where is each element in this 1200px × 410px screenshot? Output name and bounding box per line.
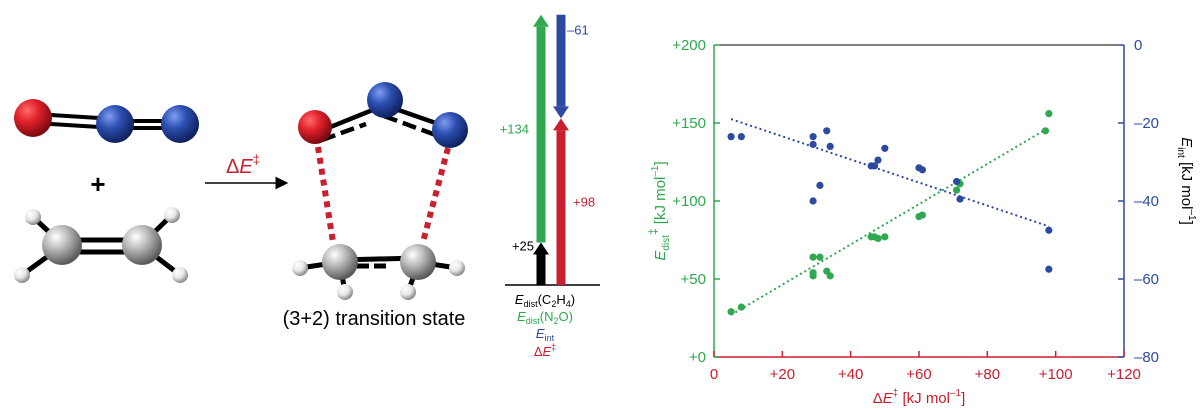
- reaction-arrow: ΔE‡: [205, 152, 289, 190]
- y-left-tick-label: +150: [672, 115, 706, 132]
- hydrogen-atom: [172, 267, 188, 283]
- x-tick-label: +40: [838, 366, 863, 383]
- oxygen-atom: [298, 110, 332, 144]
- hydrogen-atom: [400, 284, 416, 300]
- y-left-tick-label: +200: [672, 37, 706, 54]
- hydrogen-atom: [14, 267, 30, 283]
- y-right-tick-label: –20: [1134, 115, 1159, 132]
- legend-dist-n2o: Edist(N2O): [517, 309, 573, 326]
- oxygen-atom: [14, 99, 52, 137]
- data-point-left: [918, 211, 927, 219]
- hydrogen-atom: [449, 260, 465, 276]
- data-point-right: [952, 177, 961, 186]
- energy-bar-arrowhead: [553, 118, 569, 131]
- x-tick-label: +100: [1039, 366, 1073, 383]
- energy-bar-label: –61: [567, 23, 589, 38]
- nitrogen-atom: [96, 105, 134, 143]
- energy-legend: Edist(C2H4) Edist(N2O) Eint ΔE‡: [515, 292, 575, 359]
- y-left-tick-label: +100: [672, 193, 706, 210]
- activation-energy-label: ΔE‡: [226, 152, 260, 178]
- data-point-right: [823, 127, 831, 135]
- y-right-axis-title: Eint [kJ mol–1]: [1175, 137, 1197, 225]
- data-point-left: [809, 269, 817, 277]
- data-point-right: [826, 142, 834, 150]
- data-point-right: [809, 197, 817, 205]
- data-point-right: [956, 195, 964, 203]
- y-left-axis-title: Edist‡ [kJ mol–1]: [646, 161, 672, 260]
- y-right-tick-label: –60: [1134, 271, 1159, 288]
- x-tick-label: +20: [770, 366, 795, 383]
- legend-dist-ethylene: Edist(C2H4): [515, 292, 575, 309]
- data-point-right: [809, 133, 817, 141]
- x-tick-label: +60: [906, 366, 931, 383]
- hydrogen-atom: [164, 207, 180, 223]
- data-point-right: [1045, 226, 1053, 234]
- data-point-right: [809, 140, 817, 149]
- data-point-left: [1045, 110, 1053, 118]
- data-point-right: [918, 166, 927, 174]
- trend-line-right: [730, 118, 1050, 228]
- energy-bar-arrowhead: [553, 106, 569, 119]
- reactant-n2o-molecule: [14, 99, 199, 143]
- data-point-right: [1045, 265, 1053, 273]
- y-right-tick-label: 0: [1134, 37, 1142, 54]
- data-point-left: [737, 303, 745, 311]
- carbon-atom: [42, 225, 82, 265]
- x-tick-label: +120: [1107, 366, 1141, 383]
- energy-decomposition-diagram: +25 +134 –61 +98: [500, 14, 600, 286]
- energy-bar-label: +25: [512, 239, 534, 254]
- carbon-atom: [122, 225, 162, 265]
- x-tick-label: +80: [975, 366, 1000, 383]
- data-point-right: [727, 133, 735, 141]
- distortion-interaction-chart: 0 +20 +40 +60 +80 +100 +120 +0 +50 +100 +150 +200 –8…: [646, 37, 1197, 407]
- y-left-tick-label: +0: [689, 349, 706, 366]
- data-point-right: [737, 133, 745, 141]
- y-left-tick-label: +50: [681, 271, 706, 288]
- nitrogen-atom: [367, 82, 403, 118]
- data-point-left: [727, 308, 735, 316]
- x-tick-label: 0: [710, 366, 718, 383]
- data-point-right: [874, 156, 882, 164]
- energy-bar-arrowhead: [533, 242, 549, 255]
- energy-bar-label: +98: [573, 195, 595, 210]
- transition-state-caption: (3+2) transition state: [283, 308, 466, 330]
- data-point-right: [870, 162, 879, 170]
- legend-int: Eint: [536, 326, 555, 343]
- data-point-left: [816, 253, 824, 261]
- x-axis-title: ΔE‡ [kJ mol–1]: [873, 388, 966, 407]
- data-point-left: [881, 233, 889, 241]
- data-point-left: [1041, 127, 1050, 135]
- reactant-ethylene-molecule: [14, 207, 188, 283]
- plus-sign: +: [90, 169, 105, 199]
- data-point-left: [874, 234, 882, 243]
- hydrogen-atom: [25, 209, 41, 225]
- data-point-right: [816, 181, 824, 189]
- nitrogen-atom: [161, 105, 199, 143]
- data-point-left: [826, 272, 834, 280]
- transition-state-molecule: [292, 82, 468, 300]
- y-right-tick-label: –40: [1134, 193, 1159, 210]
- hydrogen-atom: [292, 260, 308, 276]
- hydrogen-atom: [337, 284, 353, 300]
- data-point-right: [881, 144, 889, 152]
- nitrogen-atom: [432, 112, 468, 148]
- trend-line-left: [730, 126, 1050, 316]
- data-point-left: [952, 186, 961, 194]
- data-point-left: [809, 253, 817, 261]
- carbon-atom: [322, 244, 358, 280]
- legend-activation: ΔE‡: [534, 342, 556, 359]
- carbon-atom: [400, 244, 436, 280]
- energy-bar-arrowhead: [533, 14, 549, 27]
- energy-bar-label: +134: [500, 122, 529, 137]
- y-right-tick-label: –80: [1134, 349, 1159, 366]
